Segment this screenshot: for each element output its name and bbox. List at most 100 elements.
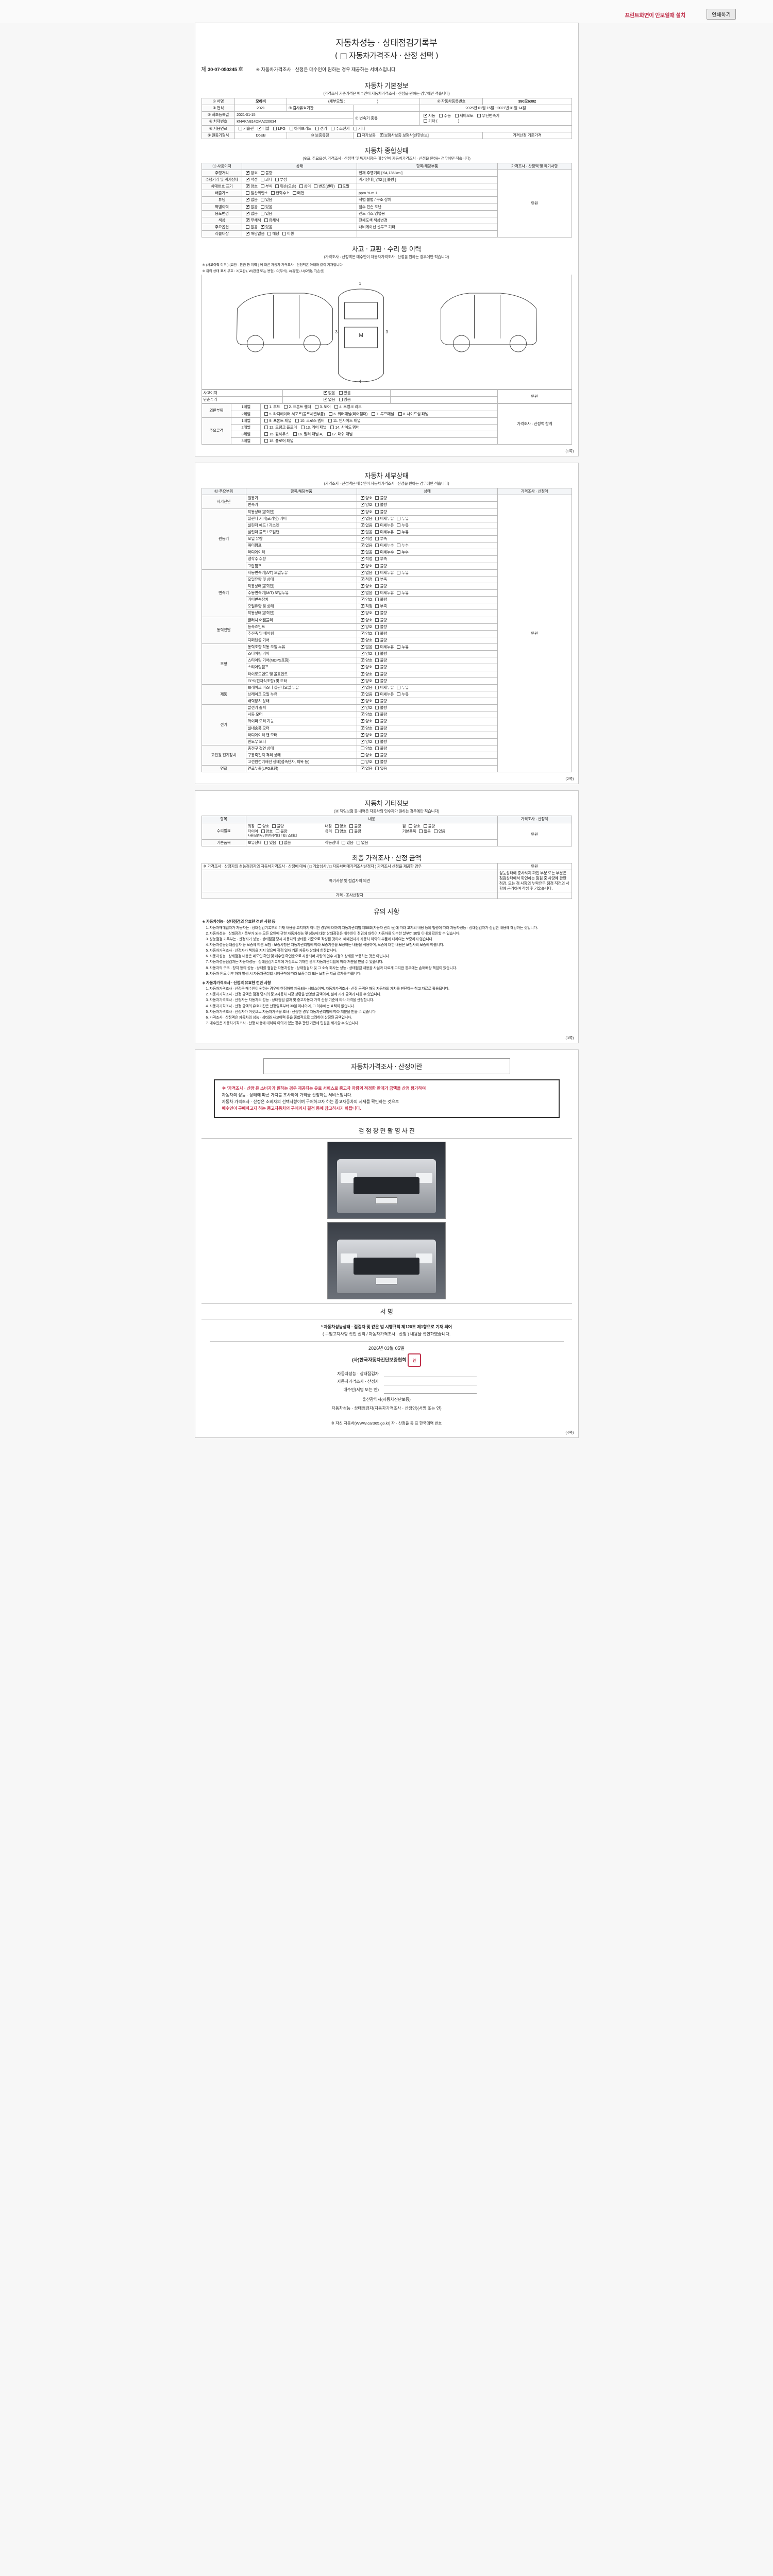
etc-0-4-option-0[interactable]: 양호 — [333, 829, 347, 834]
detail-3-3-option-1[interactable]: 불량 — [373, 638, 387, 643]
detail-1-1-option-0[interactable]: 없음 — [359, 516, 373, 521]
detail-5-0-option-2[interactable]: 누유 — [395, 685, 409, 690]
panel-15[interactable]: 15. 휠하우스 — [262, 432, 289, 437]
panel-13[interactable]: 13. 리어 패널 — [299, 425, 327, 430]
detail-2-6-option-0[interactable]: 양호 — [359, 610, 373, 616]
overall-5-option-1[interactable]: 있음 — [259, 205, 272, 210]
fuel-option-hydrogen[interactable]: 수소전기 — [329, 126, 349, 131]
overall-2-option-2[interactable]: 훼손(오손) — [273, 184, 296, 189]
transmission-option-other[interactable]: 기타 ( ) — [422, 118, 459, 124]
panel-4[interactable]: 4. 트렁크 리드 — [332, 404, 362, 410]
warranty-option-insurer[interactable]: 보험사보증 보험사[신한손보] — [378, 132, 429, 138]
detail-6-4-option-0[interactable]: 양호 — [359, 732, 373, 738]
detail-3-1-option-1[interactable]: 불량 — [373, 624, 387, 630]
panel-2[interactable]: 2. 프론트 휀더 — [282, 404, 311, 410]
overall-1-option-2[interactable]: 부정 — [273, 177, 287, 182]
signature-row-value[interactable] — [384, 1370, 477, 1378]
detail-1-2-option-0[interactable]: 없음 — [359, 522, 373, 528]
accident-option-none[interactable]: 없음 — [322, 390, 335, 396]
detail-6-0-option-0[interactable]: 양호 — [359, 705, 373, 710]
etc-0-0-option-1[interactable]: 불량 — [270, 824, 284, 829]
overall-3-option-2[interactable]: 매연 — [291, 191, 304, 196]
etc-1-0-option-1[interactable]: 없음 — [277, 840, 291, 845]
overall-8-option-1[interactable]: 있음 — [259, 224, 272, 230]
panel-1[interactable]: 1. 후드 — [262, 404, 280, 410]
panel-5[interactable]: 5. 라디에이터 서포트(볼트체결부품) — [262, 412, 325, 417]
detail-5-2-option-0[interactable]: 양호 — [359, 698, 373, 704]
detail-3-1-option-0[interactable]: 양호 — [359, 624, 373, 630]
detail-2-3-option-2[interactable]: 누유 — [395, 590, 409, 596]
detail-1-1-option-1[interactable]: 미세누유 — [373, 516, 394, 521]
detail-3-2-option-1[interactable]: 불량 — [373, 631, 387, 636]
overall-2-option-4[interactable]: 변조(변타) — [312, 184, 335, 189]
detail-4-0-option-0[interactable]: 없음 — [359, 644, 373, 650]
detail-1-5-option-1[interactable]: 미세누수 — [373, 543, 394, 548]
warranty-option-self[interactable]: 자가보증 — [355, 133, 376, 138]
panel-9[interactable]: 9. 프론트 패널 — [262, 418, 292, 423]
detail-2-0-option-2[interactable]: 누유 — [395, 570, 409, 575]
detail-3-0-option-1[interactable]: 불량 — [373, 618, 387, 623]
etc-0-4-option-1[interactable]: 불량 — [347, 829, 361, 834]
panel-11[interactable]: 11. 인사이드 패널 — [326, 418, 361, 423]
detail-1-1-option-2[interactable]: 누유 — [395, 516, 409, 521]
etc-0-0-option-0[interactable]: 양호 — [256, 824, 270, 829]
detail-1-5-option-0[interactable]: 없음 — [359, 543, 373, 548]
transmission-option-manual[interactable]: 수동 — [437, 113, 451, 118]
detail-3-0-option-0[interactable]: 양호 — [359, 617, 373, 623]
detail-2-2-option-0[interactable]: 양호 — [359, 583, 373, 589]
detail-2-4-option-1[interactable]: 불량 — [373, 597, 387, 602]
panel-6[interactable]: 6. 쿼터패널(리어휀더) — [327, 412, 367, 417]
panel-16[interactable]: 16. 필러 패널 A, — [291, 432, 323, 437]
overall-5-option-0[interactable]: 없음 — [244, 204, 258, 210]
overall-1-option-1[interactable]: 과다 — [259, 177, 272, 182]
overall-3-option-0[interactable]: 일산화탄소 — [244, 191, 268, 196]
detail-6-5-option-0[interactable]: 양호 — [359, 739, 373, 744]
fuel-option-lpg[interactable]: LPG — [271, 126, 285, 131]
detail-1-7-option-0[interactable]: 적정 — [359, 556, 373, 562]
detail-5-0-option-1[interactable]: 미세누유 — [373, 685, 394, 690]
overall-6-option-1[interactable]: 있음 — [259, 211, 272, 216]
detail-1-3-option-2[interactable]: 누유 — [395, 530, 409, 535]
detail-4-3-option-0[interactable]: 양호 — [359, 664, 373, 670]
detail-2-0-option-0[interactable]: 없음 — [359, 570, 373, 575]
detail-1-8-option-1[interactable]: 불량 — [373, 564, 387, 569]
detail-1-6-option-1[interactable]: 미세누수 — [373, 550, 394, 555]
panel-10[interactable]: 10. 크로스 멤버 — [293, 418, 325, 423]
detail-7-2-option-1[interactable]: 불량 — [373, 759, 387, 765]
overall-3-option-1[interactable]: 탄화수소 — [269, 191, 290, 196]
print-button[interactable]: 인쇄하기 — [707, 9, 736, 20]
panel-17[interactable]: 17. 대쉬 패널 — [325, 432, 352, 437]
panel-18[interactable]: 18. 플로어 패널 — [262, 438, 294, 444]
etc-0-2-option-0[interactable]: 양호 — [407, 824, 421, 829]
detail-4-4-option-1[interactable]: 불량 — [373, 672, 387, 677]
overall-6-option-0[interactable]: 없음 — [244, 211, 258, 216]
detail-3-2-option-0[interactable]: 양호 — [359, 631, 373, 636]
overall-2-option-1[interactable]: 부식 — [259, 184, 272, 189]
overall-2-option-0[interactable]: 양호 — [244, 183, 258, 189]
detail-6-0-option-1[interactable]: 불량 — [373, 705, 387, 710]
panel-3[interactable]: 3. 도어 — [313, 404, 331, 410]
detail-4-0-option-2[interactable]: 누유 — [395, 645, 409, 650]
overall-4-option-1[interactable]: 있음 — [259, 197, 272, 202]
detail-4-4-option-0[interactable]: 양호 — [359, 671, 373, 677]
detail-1-6-option-2[interactable]: 누수 — [395, 550, 409, 555]
simple-option-none[interactable]: 없음 — [322, 397, 335, 402]
fuel-option-gasoline[interactable]: 가솔린 — [237, 126, 254, 131]
etc-0-1-option-0[interactable]: 양호 — [333, 824, 347, 829]
overall-8-option-0[interactable]: 없음 — [244, 225, 258, 230]
etc-1-0-option-0[interactable]: 있음 — [262, 840, 276, 845]
overall-0-option-0[interactable]: 양호 — [244, 170, 258, 176]
detail-7-0-option-1[interactable]: 불량 — [373, 746, 387, 751]
detail-4-2-option-1[interactable]: 불량 — [373, 658, 387, 663]
detail-1-4-option-0[interactable]: 적정 — [359, 536, 373, 541]
detail-1-7-option-1[interactable]: 부족 — [373, 556, 387, 562]
fuel-option-electric[interactable]: 전기 — [313, 126, 327, 131]
detail-1-0-option-1[interactable]: 불량 — [373, 510, 387, 515]
etc-0-5-option-0[interactable]: 없음 — [417, 829, 431, 834]
transmission-option-semiauto[interactable]: 세미오토 — [453, 113, 474, 118]
overall-0-option-1[interactable]: 불량 — [259, 171, 272, 176]
detail-1-0-option-0[interactable]: 양호 — [359, 509, 373, 515]
overall-7-option-0[interactable]: 무채색 — [244, 217, 261, 223]
etc-0-3-option-1[interactable]: 불량 — [274, 829, 288, 834]
detail-1-2-option-1[interactable]: 미세누유 — [373, 523, 394, 528]
